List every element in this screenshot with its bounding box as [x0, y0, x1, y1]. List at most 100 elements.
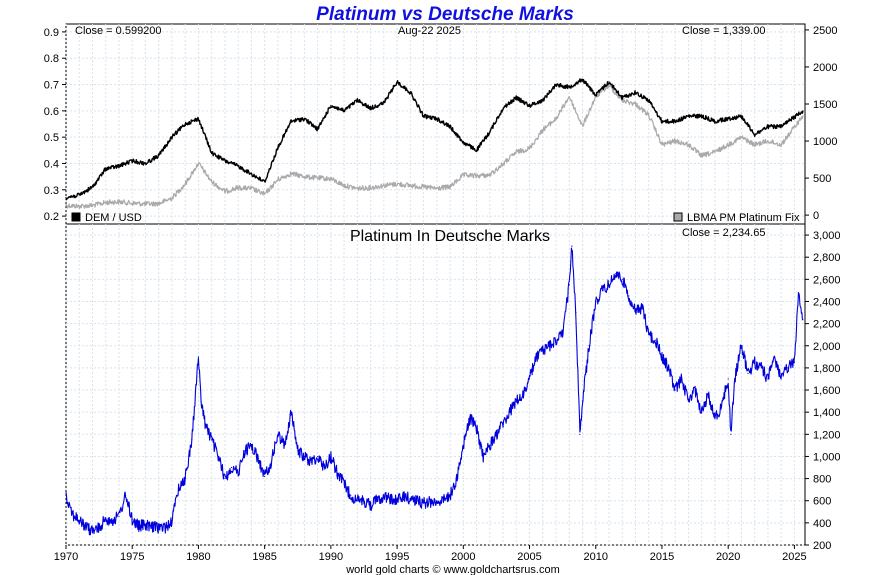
bottom-right-tick-label: 1,400 — [813, 407, 841, 419]
platinum-in-dm-line-point — [383, 495, 385, 497]
platinum-fix-line-point — [343, 184, 345, 187]
platinum-in-dm-line-point — [571, 245, 573, 247]
platinum-in-dm-line-point — [442, 500, 445, 502]
top-right-tick-label: 1000 — [813, 136, 837, 148]
chart-title: Platinum vs Deutsche Marks — [316, 4, 574, 25]
dem-usd-line-point — [277, 147, 279, 149]
bottom-right-tick-label: 200 — [813, 540, 831, 552]
dem-usd-line-point — [409, 91, 411, 94]
platinum-in-dm-line-point — [310, 461, 312, 463]
dem-usd-line-point — [290, 120, 292, 122]
platinum-in-dm-line-point — [475, 428, 478, 430]
dem-usd-line-point — [489, 131, 491, 133]
bottom-panel-frame — [65, 223, 806, 546]
platinum-fix-line-point — [303, 175, 305, 178]
dem-usd-line-point — [118, 165, 120, 167]
platinum-fix-line-point — [356, 187, 358, 190]
platinum-in-dm-line-point — [363, 500, 365, 502]
platinum-in-dm-line-point — [204, 422, 206, 424]
platinum-in-dm-line-point — [396, 500, 398, 502]
bottom-right-tick-label: 800 — [813, 474, 831, 486]
platinum-in-dm-line-point — [98, 527, 100, 529]
bottom-right-tick-label: 2,600 — [813, 274, 841, 286]
platinum-in-dm-line-point — [654, 339, 656, 341]
dem-usd-line-point — [78, 194, 80, 196]
dem-usd-line-point — [502, 107, 504, 109]
platinum-fix-line — [65, 83, 804, 209]
platinum-in-dm-line-point — [91, 530, 94, 532]
platinum-fix-line-point — [515, 151, 517, 153]
dem-usd-line-point — [158, 154, 160, 157]
top-date-label: Aug-22 2025 — [398, 25, 461, 37]
dem-usd-line-point — [568, 86, 570, 88]
platinum-in-dm-line-point — [323, 466, 325, 469]
bottom-panel-series — [65, 245, 804, 536]
platinum-fix-line-point — [118, 201, 120, 203]
dem-usd-line-point — [264, 181, 266, 183]
platinum-in-dm-line-point — [502, 422, 504, 424]
bottom-panel-axis-ticks: 200 400 600 800 1,000 1,200 1,400 1,600 1,800 2,0… — [805, 230, 841, 552]
dem-usd-line-point — [475, 149, 478, 151]
platinum-in-dm-line-point — [403, 495, 405, 497]
platinum-fix-line-point — [65, 204, 67, 207]
platinum-in-dm-line-point — [78, 520, 80, 522]
x-tick-label: 1995 — [385, 551, 409, 563]
platinum-fix-line-point — [462, 174, 464, 176]
platinum-in-dm-line-point — [389, 497, 392, 500]
platinum-in-dm-line-point — [144, 524, 147, 526]
platinum-fix-line-point — [184, 183, 186, 185]
platinum-in-dm-line-point — [542, 350, 544, 352]
platinum-in-dm-line-point — [343, 483, 345, 485]
dem-usd-line-point — [317, 128, 319, 130]
platinum-fix-line-point — [621, 99, 623, 101]
platinum-in-dm-line-point — [667, 367, 670, 369]
dem-usd-line-point — [91, 186, 94, 188]
platinum-in-dm-line-point — [787, 367, 789, 369]
platinum-in-dm-line-point — [780, 378, 782, 380]
dem-usd-line-point — [449, 126, 451, 128]
dem-usd-line-point — [802, 110, 804, 112]
x-axis-ticks: 1970 1975 1980 1985 1990 1995 2000 2005 2010 2015… — [54, 545, 807, 563]
platinum-in-dm-line-point — [469, 417, 471, 419]
platinum-in-dm-line-point — [628, 295, 630, 297]
dem-usd-line-point — [714, 120, 716, 122]
dem-usd-line-point — [515, 97, 517, 99]
platinum-in-dm-line-point — [264, 475, 266, 477]
platinum-in-dm-line-point — [370, 504, 372, 506]
top-left-tick-label: 0.7 — [44, 80, 59, 92]
platinum-in-dm-line-point — [111, 520, 113, 522]
bottom-right-tick-label: 2,800 — [813, 252, 841, 264]
x-tick-label: 2015 — [650, 551, 674, 563]
x-tick-label: 1985 — [252, 551, 276, 563]
platinum-fix-line-point — [449, 186, 451, 188]
dem-usd-line-point — [528, 104, 531, 107]
platinum-in-dm-line-point — [456, 477, 458, 480]
platinum-fix-line-point — [131, 202, 133, 204]
dem-usd-line-point — [197, 118, 200, 120]
x-tick-label: 2000 — [451, 551, 475, 563]
platinum-fix-line-point — [555, 118, 557, 120]
platinum-fix-line-point — [701, 155, 703, 157]
platinum-in-dm-line-point — [297, 450, 299, 452]
top-left-tick-label: 0.9 — [44, 27, 59, 39]
x-tick-label: 2020 — [716, 551, 740, 563]
top-panel-frame — [65, 23, 806, 225]
platinum-in-dm-line-point — [118, 515, 120, 517]
platinum-in-dm-line-point — [257, 458, 259, 460]
platinum-in-dm-line-point — [754, 361, 756, 363]
platinum-fix-line-point — [330, 178, 332, 180]
bottom-right-tick-label: 1,600 — [813, 385, 841, 397]
bottom-right-tick-label: 2,200 — [813, 319, 841, 331]
bottom-panel-title: Platinum In Deutsche Marks — [350, 228, 550, 245]
legend-label-platinum-fix: LBMA PM Platinum Fix — [687, 212, 800, 224]
top-left-close-label: Close = 0.599200 — [75, 25, 162, 37]
platinum-in-dm-line-point — [515, 400, 517, 402]
dem-usd-line-point — [171, 136, 173, 138]
platinum-in-dm-line-point — [641, 306, 643, 308]
platinum-in-dm-line-point — [747, 372, 749, 375]
platinum-in-dm-line-point — [191, 439, 193, 441]
dem-usd-line-point — [250, 173, 253, 175]
dem-usd-line-point — [303, 118, 305, 120]
platinum-fix-line-point — [674, 140, 676, 142]
platinum-in-dm-line-point — [528, 378, 531, 380]
